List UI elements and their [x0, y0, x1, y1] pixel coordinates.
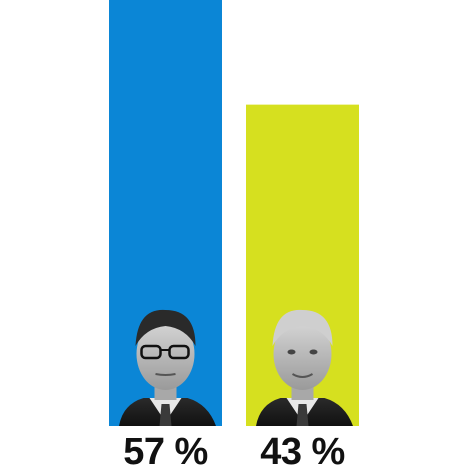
- labels-layer: 57 % 43 %: [123, 431, 345, 468]
- bars-layer: [109, 0, 359, 426]
- person-portrait-icon-2: [256, 309, 353, 426]
- portraits-layer: [119, 309, 353, 426]
- value-label-2: 43 %: [260, 431, 345, 468]
- value-label-1: 57 %: [123, 431, 208, 468]
- person-portrait-icon-1: [119, 309, 216, 426]
